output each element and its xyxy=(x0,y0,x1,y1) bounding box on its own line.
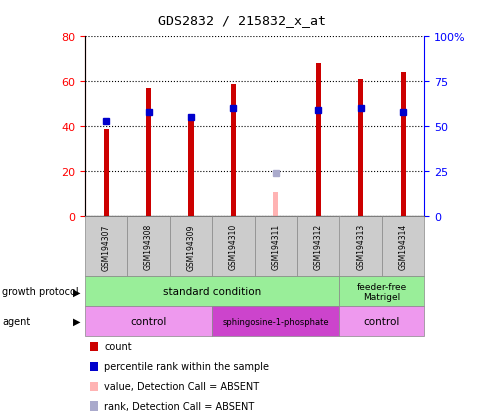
Text: control: control xyxy=(130,316,166,326)
Text: rank, Detection Call = ABSENT: rank, Detection Call = ABSENT xyxy=(104,401,254,411)
Text: GSM194311: GSM194311 xyxy=(271,224,280,270)
Text: value, Detection Call = ABSENT: value, Detection Call = ABSENT xyxy=(104,381,259,391)
Text: GSM194314: GSM194314 xyxy=(398,224,407,270)
Text: percentile rank within the sample: percentile rank within the sample xyxy=(104,361,269,371)
Text: standard condition: standard condition xyxy=(163,287,261,297)
Bar xyxy=(188,118,193,217)
Bar xyxy=(315,64,320,217)
Bar xyxy=(146,89,151,217)
Text: GSM194309: GSM194309 xyxy=(186,223,195,270)
Text: ▶: ▶ xyxy=(73,287,80,297)
Bar xyxy=(272,192,278,217)
Text: GSM194308: GSM194308 xyxy=(144,224,153,270)
Text: control: control xyxy=(363,316,399,326)
Bar xyxy=(230,84,235,217)
Text: GDS2832 / 215832_x_at: GDS2832 / 215832_x_at xyxy=(158,14,326,27)
Text: ▶: ▶ xyxy=(73,316,80,326)
Text: growth protocol: growth protocol xyxy=(2,287,79,297)
Bar xyxy=(357,80,363,217)
Bar xyxy=(103,129,108,217)
Text: GSM194307: GSM194307 xyxy=(101,223,110,270)
Text: count: count xyxy=(104,342,132,351)
Bar xyxy=(400,73,405,217)
Text: feeder-free
Matrigel: feeder-free Matrigel xyxy=(356,282,406,301)
Text: GSM194313: GSM194313 xyxy=(355,224,364,270)
Text: sphingosine-1-phosphate: sphingosine-1-phosphate xyxy=(222,317,329,326)
Text: GSM194310: GSM194310 xyxy=(228,224,238,270)
Text: agent: agent xyxy=(2,316,30,326)
Text: GSM194312: GSM194312 xyxy=(313,224,322,270)
